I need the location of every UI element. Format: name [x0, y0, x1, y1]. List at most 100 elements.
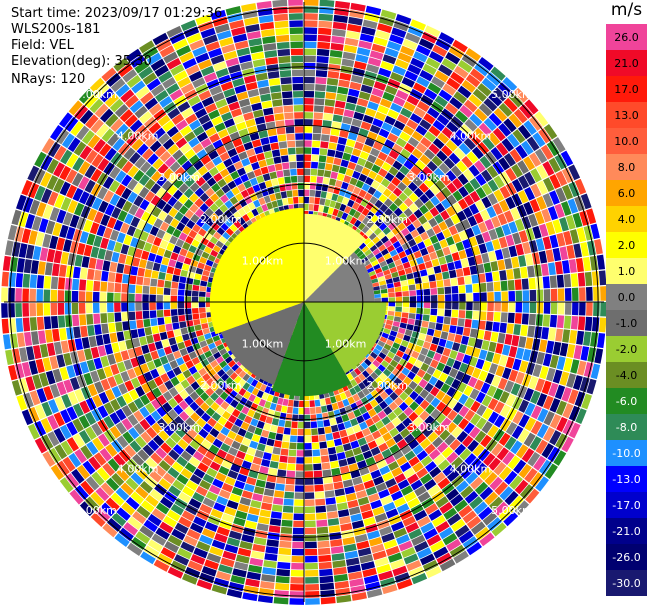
gate-cell: [383, 198, 393, 208]
gate-cell: [339, 429, 348, 438]
gate-cell: [260, 581, 275, 590]
gate-cell: [370, 543, 385, 554]
gate-cell: [411, 130, 424, 142]
gate-cell: [180, 269, 188, 278]
gate-cell: [278, 462, 288, 470]
gate-cell: [304, 161, 311, 169]
gate-cell: [334, 201, 342, 210]
gate-cell: [379, 391, 389, 400]
gate-cell: [469, 328, 478, 338]
gate-cell: [389, 330, 398, 337]
gate-cell: [475, 173, 487, 186]
gate-cell: [530, 390, 541, 405]
gate-cell: [334, 150, 344, 159]
gate-cell: [223, 88, 236, 98]
gate-cell: [409, 296, 417, 302]
gate-cell: [198, 114, 211, 125]
gate-cell: [385, 339, 394, 347]
gate-cell: [387, 222, 397, 231]
gate-cell: [408, 213, 418, 223]
gate-cell: [316, 519, 328, 527]
gate-cell: [342, 51, 356, 61]
gate-cell: [347, 499, 359, 509]
gate-cell: [375, 420, 385, 430]
gate-cell: [391, 417, 402, 427]
gate-cell: [175, 335, 184, 344]
gate-cell: [321, 184, 329, 192]
gate-cell: [522, 241, 531, 255]
gate-cell: [231, 440, 241, 450]
gate-cell: [241, 437, 251, 447]
gate-cell: [151, 533, 167, 546]
gate-cell: [50, 276, 59, 290]
gate-cell: [445, 170, 457, 182]
gate-cell: [406, 223, 416, 233]
gate-cell: [428, 509, 443, 521]
gate-cell: [402, 296, 410, 302]
gate-cell: [197, 445, 208, 456]
gate-cell: [401, 547, 416, 558]
gate-cell: [396, 534, 410, 545]
gate-cell: [128, 284, 136, 294]
gate-cell: [438, 256, 447, 265]
gate-cell: [292, 541, 304, 549]
gate-cell: [174, 211, 184, 222]
gate-cell: [29, 303, 37, 317]
gate-cell: [324, 99, 336, 107]
gate-cell: [252, 493, 263, 502]
gate-cell: [71, 468, 85, 484]
gate-cell: [341, 414, 350, 423]
gate-cell: [432, 369, 442, 379]
gate-cell: [312, 140, 321, 148]
gate-cell: [271, 418, 280, 426]
gate-cell: [390, 559, 405, 570]
gate-cell: [118, 142, 131, 156]
gate-cell: [232, 77, 245, 88]
gate-cell: [66, 437, 80, 452]
gate-cell: [564, 287, 572, 301]
gate-cell: [549, 354, 559, 369]
gate-cell: [159, 221, 170, 232]
gate-cell: [346, 373, 354, 381]
gate-cell: [115, 321, 123, 332]
gate-cell: [171, 528, 186, 541]
gate-cell: [239, 396, 248, 406]
gate-cell: [85, 291, 93, 302]
gate-cell: [218, 564, 233, 575]
gate-cell: [128, 204, 139, 216]
gate-cell: [510, 440, 523, 455]
gate-cell: [383, 406, 393, 416]
gate-cell: [534, 264, 542, 277]
gate-cell: [423, 308, 431, 315]
gate-cell: [89, 77, 105, 93]
gate-cell: [355, 430, 365, 440]
gate-cell: [433, 546, 449, 559]
gate-cell: [538, 339, 548, 353]
gate-cell: [192, 143, 204, 154]
gate-cell: [458, 530, 474, 544]
gate-cell: [225, 57, 240, 68]
gate-cell: [408, 439, 420, 450]
gate-cell: [42, 451, 56, 467]
gate-cell: [529, 472, 544, 488]
gate-cell: [212, 438, 223, 449]
gate-cell: [424, 260, 433, 269]
gate-cell: [100, 502, 116, 517]
gate-cell: [380, 60, 394, 71]
gate-cell: [410, 244, 420, 253]
gate-cell: [93, 452, 107, 466]
gate-cell: [196, 149, 208, 160]
gate-cell: [566, 244, 576, 259]
gate-cell: [327, 149, 336, 157]
gate-cell: [120, 244, 130, 255]
gate-cell: [467, 439, 479, 452]
gate-cell: [56, 381, 67, 396]
gate-cell: [182, 354, 191, 363]
gate-cell: [452, 390, 463, 401]
gate-cell: [182, 58, 197, 70]
gate-cell: [584, 271, 593, 287]
gate-cell: [465, 247, 474, 258]
gate-cell: [454, 334, 463, 344]
gate-cell: [256, 206, 264, 214]
gate-cell: [456, 326, 464, 335]
